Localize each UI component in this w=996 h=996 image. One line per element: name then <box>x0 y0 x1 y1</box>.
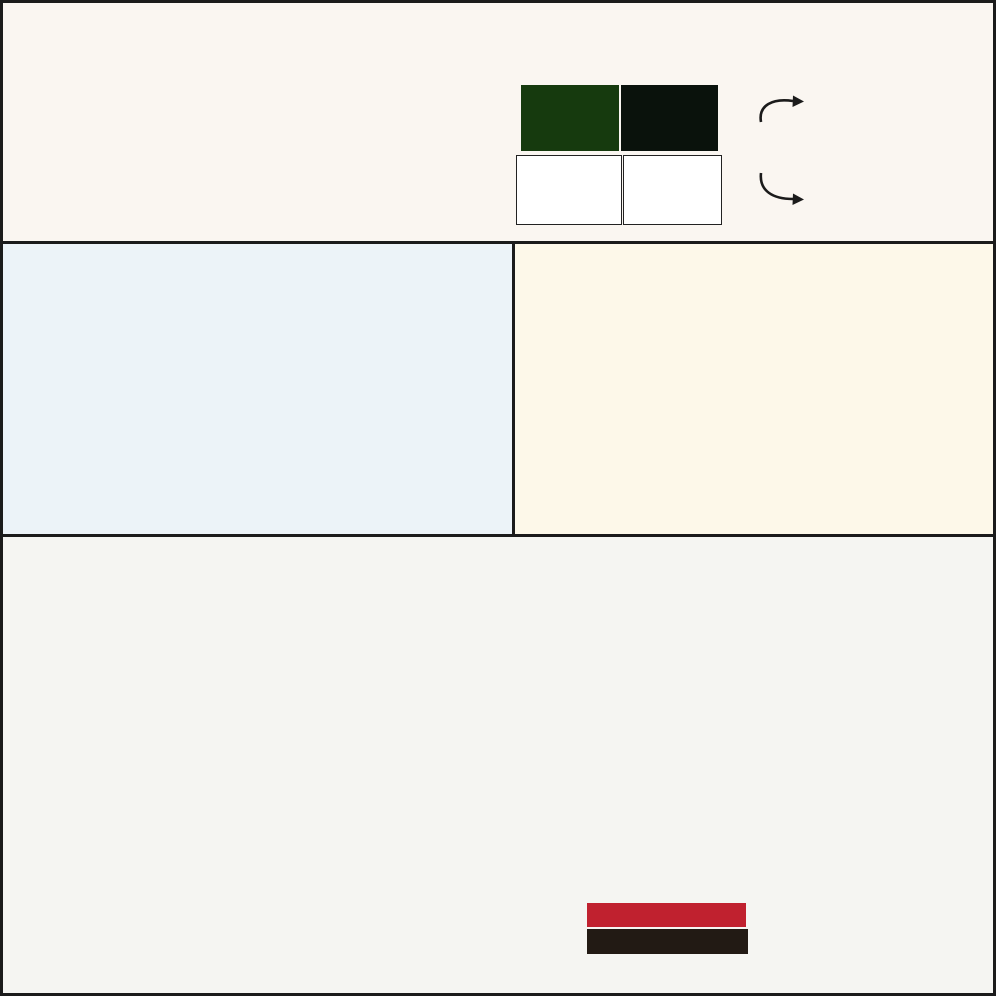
legend-abundant <box>587 903 746 927</box>
panel-phylogenetic-analysis <box>3 537 993 993</box>
microscopy-image-soma <box>621 85 718 151</box>
curved-arrow-up-icon <box>759 99 794 123</box>
panel-identification <box>3 3 993 241</box>
inset-chart-ylabel <box>283 903 431 926</box>
panel-spatial-analysis <box>3 241 515 537</box>
umap-plot <box>3 81 283 241</box>
phylogenetic-tree <box>3 537 993 993</box>
flow-cytometry-plot-left <box>516 155 622 225</box>
flow-cytometry-plot-right <box>623 155 722 225</box>
microscopy-image-nerve <box>521 85 619 151</box>
panel-functional-analysis <box>515 241 993 537</box>
spatial-illustration <box>3 244 508 534</box>
functional-illustration <box>515 244 993 537</box>
curved-arrow-down-icon <box>759 172 794 201</box>
epigenome-heatmap <box>281 93 403 215</box>
legend-absent-or-rare <box>587 929 748 954</box>
ontogeny-arrows <box>759 95 804 205</box>
